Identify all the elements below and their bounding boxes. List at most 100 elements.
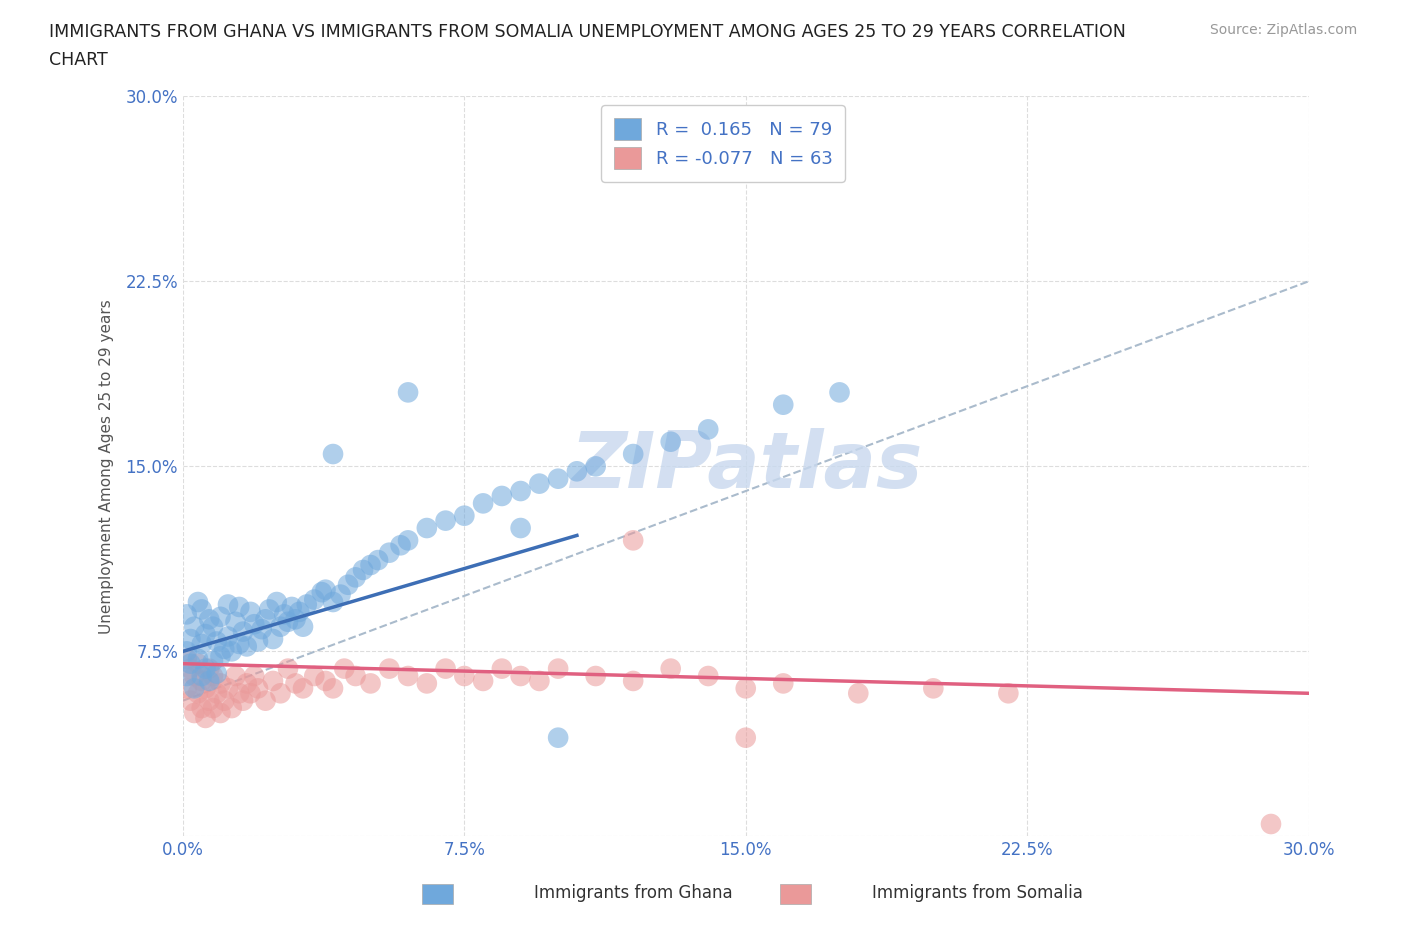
- Text: Immigrants from Ghana: Immigrants from Ghana: [534, 884, 733, 902]
- Point: [697, 669, 720, 684]
- Point: [396, 533, 419, 548]
- Point: [922, 681, 945, 696]
- Point: [295, 597, 318, 612]
- Point: [304, 592, 326, 607]
- Point: [344, 669, 367, 684]
- Point: [621, 533, 644, 548]
- Point: [434, 661, 457, 676]
- Point: [659, 661, 682, 676]
- Point: [322, 446, 344, 461]
- Point: [621, 673, 644, 688]
- Point: [333, 661, 356, 676]
- Y-axis label: Unemployment Among Ages 25 to 29 years: Unemployment Among Ages 25 to 29 years: [100, 299, 114, 633]
- Point: [254, 693, 277, 708]
- Point: [997, 685, 1019, 700]
- Point: [277, 615, 299, 630]
- Point: [322, 681, 344, 696]
- Point: [472, 496, 495, 511]
- Point: [176, 607, 198, 622]
- Point: [198, 673, 221, 688]
- Point: [529, 673, 551, 688]
- Point: [228, 685, 250, 700]
- Point: [828, 385, 851, 400]
- Point: [246, 681, 269, 696]
- Point: [281, 600, 304, 615]
- Point: [292, 619, 315, 634]
- Point: [221, 700, 243, 715]
- Point: [396, 385, 419, 400]
- Text: Immigrants from Somalia: Immigrants from Somalia: [872, 884, 1083, 902]
- Point: [262, 673, 284, 688]
- Point: [243, 669, 266, 684]
- Point: [198, 612, 221, 627]
- Point: [396, 669, 419, 684]
- Point: [194, 661, 217, 676]
- Point: [179, 631, 201, 646]
- Point: [179, 693, 201, 708]
- Point: [434, 513, 457, 528]
- Point: [259, 602, 281, 617]
- Point: [209, 676, 232, 691]
- Point: [659, 434, 682, 449]
- Point: [416, 676, 439, 691]
- Point: [360, 558, 382, 573]
- Point: [509, 521, 531, 536]
- Point: [734, 681, 756, 696]
- Point: [352, 563, 374, 578]
- Point: [224, 615, 246, 630]
- Point: [284, 612, 307, 627]
- Point: [217, 597, 239, 612]
- Point: [416, 521, 439, 536]
- Point: [183, 681, 205, 696]
- Point: [565, 464, 588, 479]
- Point: [288, 604, 311, 619]
- Text: Source: ZipAtlas.com: Source: ZipAtlas.com: [1209, 23, 1357, 37]
- Point: [228, 600, 250, 615]
- Point: [270, 685, 292, 700]
- Point: [1260, 817, 1282, 831]
- Point: [243, 617, 266, 631]
- Point: [176, 644, 198, 658]
- Point: [585, 669, 607, 684]
- Point: [221, 644, 243, 658]
- Point: [621, 446, 644, 461]
- Point: [224, 669, 246, 684]
- Point: [304, 669, 326, 684]
- Point: [262, 631, 284, 646]
- Point: [846, 685, 869, 700]
- Point: [239, 604, 262, 619]
- Point: [292, 681, 315, 696]
- Point: [190, 669, 212, 684]
- Point: [254, 612, 277, 627]
- Point: [183, 619, 205, 634]
- Point: [315, 582, 337, 597]
- Point: [194, 627, 217, 642]
- Point: [529, 476, 551, 491]
- Point: [453, 509, 475, 524]
- Point: [217, 629, 239, 644]
- Point: [190, 700, 212, 715]
- Point: [273, 607, 295, 622]
- Point: [187, 685, 209, 700]
- Point: [547, 730, 569, 745]
- Point: [187, 657, 209, 671]
- Point: [176, 651, 198, 666]
- Point: [190, 602, 212, 617]
- Point: [284, 676, 307, 691]
- Point: [235, 676, 257, 691]
- Point: [190, 636, 212, 651]
- Point: [187, 594, 209, 609]
- Point: [270, 619, 292, 634]
- Point: [491, 661, 513, 676]
- Point: [344, 570, 367, 585]
- Point: [329, 587, 352, 602]
- Point: [509, 484, 531, 498]
- Point: [194, 711, 217, 725]
- Point: [322, 594, 344, 609]
- Point: [190, 673, 212, 688]
- Point: [187, 651, 209, 666]
- Point: [235, 639, 257, 654]
- Point: [472, 673, 495, 688]
- Text: CHART: CHART: [49, 51, 108, 69]
- Point: [205, 634, 228, 649]
